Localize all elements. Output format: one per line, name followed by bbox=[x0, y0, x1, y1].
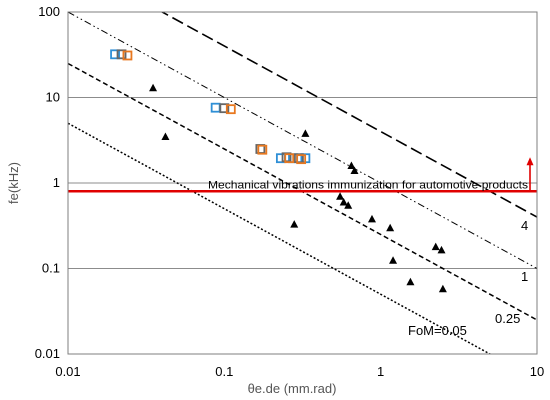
fom-label: 4 bbox=[521, 218, 528, 233]
x-tick-label: 10 bbox=[530, 364, 544, 379]
square-point bbox=[257, 144, 268, 155]
triangle-point bbox=[347, 161, 356, 170]
fom-line bbox=[160, 12, 537, 218]
fom-line bbox=[68, 12, 537, 269]
triangle-point bbox=[339, 197, 348, 206]
plot-frame bbox=[67, 11, 538, 355]
square-point bbox=[219, 103, 230, 114]
square-point bbox=[122, 50, 133, 61]
triangle-point bbox=[301, 129, 310, 137]
triangle-point bbox=[161, 132, 170, 140]
triangle-point bbox=[336, 192, 345, 200]
triangle-point bbox=[431, 242, 440, 251]
triangle-point bbox=[406, 277, 415, 286]
horizontal-gridlines bbox=[68, 97, 537, 269]
triangle-point bbox=[344, 201, 353, 209]
fom-label: 1 bbox=[521, 269, 528, 284]
triangle-point bbox=[386, 223, 395, 232]
square-point bbox=[281, 152, 292, 163]
threshold-group: Mechanical vibrations immunization for a… bbox=[68, 157, 537, 193]
triangle-point bbox=[290, 220, 299, 228]
y-tick-label: 0.01 bbox=[35, 346, 60, 361]
square-point bbox=[284, 153, 295, 164]
square-point bbox=[110, 49, 120, 60]
square-point bbox=[116, 49, 127, 60]
triangle-point bbox=[389, 256, 398, 264]
x-tick-label: 1 bbox=[377, 364, 384, 379]
x-tick-label: 0.01 bbox=[55, 364, 80, 379]
x-tick-labels: 0.01 0.1 1 10 bbox=[55, 364, 544, 379]
fom-label: FoM=0.05 bbox=[408, 323, 467, 338]
square-point bbox=[225, 104, 236, 115]
data-points bbox=[110, 49, 447, 293]
y-axis-label: fe(kHz) bbox=[6, 162, 21, 204]
square-point bbox=[294, 153, 304, 164]
threshold-label: Mechanical vibrations immunization for a… bbox=[208, 179, 529, 191]
triangle-point bbox=[350, 166, 359, 175]
threshold-arrow-head bbox=[526, 157, 534, 166]
fom-line bbox=[68, 122, 492, 354]
x-tick-label: 0.1 bbox=[215, 364, 233, 379]
y-tick-labels: 0.01 0.1 1 10 100 bbox=[35, 4, 60, 361]
triangle-point bbox=[438, 284, 447, 293]
fom-label: 0.25 bbox=[495, 311, 520, 326]
y-tick-label: 0.1 bbox=[42, 261, 60, 276]
triangle-point bbox=[437, 245, 446, 254]
square-point bbox=[296, 154, 307, 165]
y-tick-label: 100 bbox=[38, 4, 60, 19]
y-tick-label: 1 bbox=[53, 175, 60, 190]
triangle-point bbox=[367, 214, 376, 223]
x-axis-label: θe.de (mm.rad) bbox=[248, 381, 337, 396]
triangle-point bbox=[149, 83, 158, 92]
square-point bbox=[210, 102, 221, 113]
y-tick-label: 10 bbox=[46, 90, 60, 105]
